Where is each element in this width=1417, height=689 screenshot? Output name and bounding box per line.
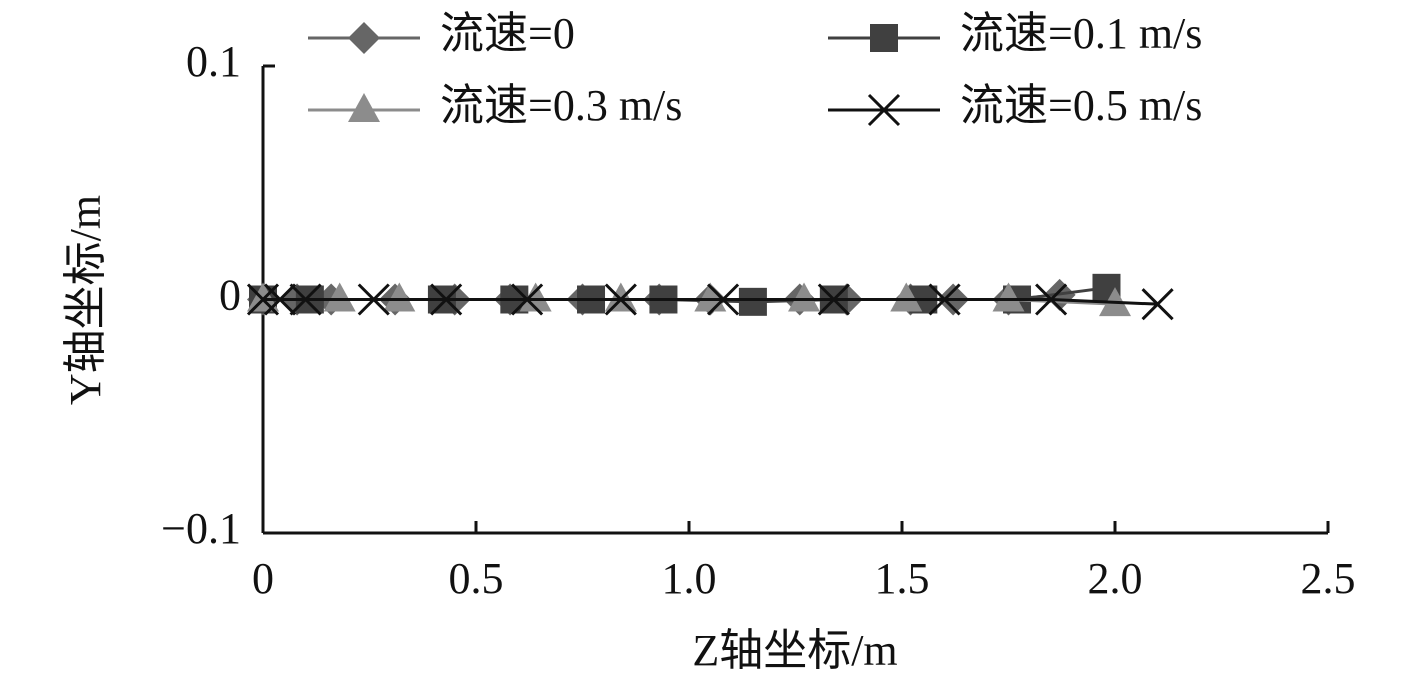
legend-marker <box>348 22 380 54</box>
x-tick-label: 0 <box>252 554 274 603</box>
marker <box>519 282 552 312</box>
marker <box>1141 288 1174 321</box>
legend-marker <box>348 93 380 122</box>
y-axis-label: Y轴坐标/m <box>61 195 110 405</box>
marker <box>383 282 416 312</box>
legend-label: 流速=0.5 m/s <box>960 81 1202 130</box>
marker <box>707 283 740 316</box>
x-tick-label: 2.5 <box>1301 554 1356 603</box>
legend-marker <box>867 93 901 127</box>
x-tick-label: 0.5 <box>449 554 504 603</box>
marker <box>289 283 322 316</box>
marker <box>1035 283 1068 316</box>
marker <box>430 283 463 316</box>
x-axis-label: Z轴坐标/m <box>692 626 897 675</box>
x-tick-label: 2.0 <box>1088 554 1143 603</box>
legend-label: 流速=0.1 m/s <box>960 9 1202 58</box>
marker <box>246 283 280 316</box>
marker <box>357 283 390 316</box>
marker <box>928 283 961 316</box>
y-tick-label: 0 <box>219 271 241 320</box>
x-tick-label: 1.0 <box>662 554 717 603</box>
legend-label: 流速=0 <box>440 9 575 58</box>
marker <box>992 282 1025 312</box>
x-tick-label: 1.5 <box>875 554 930 603</box>
marker <box>738 287 767 316</box>
marker <box>247 282 279 312</box>
marker <box>817 283 850 316</box>
legend-label: 流速=0.3 m/s <box>440 81 682 130</box>
marker <box>890 282 923 312</box>
marker <box>788 282 821 312</box>
series-line <box>263 298 1158 306</box>
marker <box>511 283 544 316</box>
marker <box>263 283 297 316</box>
y-tick-label: −0.1 <box>161 504 241 553</box>
marker <box>604 283 637 316</box>
legend-marker <box>870 24 898 52</box>
y-tick-label: 0.1 <box>186 37 241 86</box>
marker <box>604 282 637 312</box>
marker <box>323 282 356 312</box>
